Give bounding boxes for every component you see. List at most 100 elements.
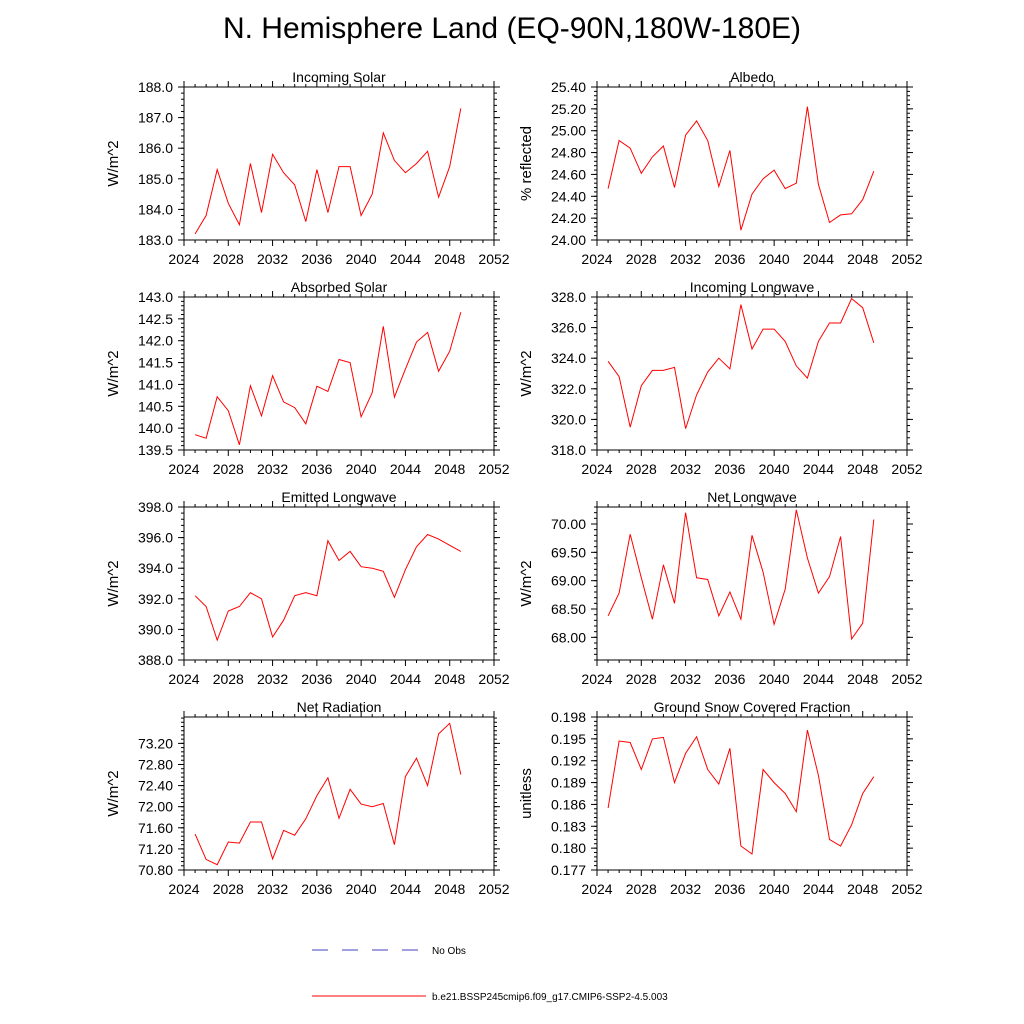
panel-title: Absorbed Solar <box>291 279 388 295</box>
x-tick-label: 2052 <box>891 671 922 687</box>
panel-ground-snow-covered-fraction: Ground Snow Covered Fraction unitless 2024… <box>518 699 923 897</box>
y-tick-label: 0.195 <box>551 731 586 747</box>
series-line <box>194 533 462 642</box>
x-tick-label: 2052 <box>478 671 509 687</box>
y-tick-label: 0.183 <box>551 818 586 834</box>
y-tick-label: 68.00 <box>551 629 586 645</box>
y-tick-label: 0.180 <box>551 840 586 856</box>
y-tick-label: 0.177 <box>551 862 586 878</box>
x-tick-label: 2028 <box>213 881 244 897</box>
y-tick-label: 318.0 <box>551 442 586 458</box>
x-tick-label: 2052 <box>478 461 509 477</box>
y-tick-label: 142.5 <box>138 311 173 327</box>
x-tick-label: 2028 <box>626 251 657 267</box>
y-tick-label: 70.00 <box>551 516 586 532</box>
panel-net-longwave: Net Longwave W/m^2 2024 2028 2032 2036 2040 204… <box>518 489 923 687</box>
y-axis-label: W/m^2 <box>518 350 535 396</box>
y-tick-label: 24.20 <box>551 210 586 226</box>
x-tick-label: 2024 <box>581 461 612 477</box>
y-tick-label: 188.0 <box>138 79 173 95</box>
x-tick-label: 2048 <box>847 251 878 267</box>
series-line <box>607 297 875 429</box>
x-tick-label: 2024 <box>168 251 199 267</box>
x-tick-label: 2048 <box>434 881 465 897</box>
plot-frame <box>183 716 495 871</box>
panel-title: Ground Snow Covered Fraction <box>654 699 851 715</box>
x-tick-label: 2044 <box>803 671 834 687</box>
plot-frame <box>183 296 495 451</box>
y-axis-label: W/m^2 <box>518 560 535 606</box>
y-tick-label: 0.192 <box>551 753 586 769</box>
x-tick-label: 2036 <box>714 251 745 267</box>
x-tick-label: 2024 <box>168 881 199 897</box>
x-tick-label: 2048 <box>434 251 465 267</box>
y-tick-label: 72.00 <box>138 799 173 815</box>
x-tick-label: 2032 <box>670 881 701 897</box>
series-line <box>607 729 875 855</box>
x-tick-label: 2052 <box>478 881 509 897</box>
x-tick-label: 2024 <box>581 881 612 897</box>
x-tick-label: 2044 <box>803 251 834 267</box>
panel-absorbed-solar: Absorbed Solar W/m^2 2024 2028 2032 2036 2040 2… <box>105 279 510 477</box>
x-tick-label: 2048 <box>847 671 878 687</box>
y-tick-label: 0.198 <box>551 709 586 725</box>
y-tick-label: 68.50 <box>551 601 586 617</box>
y-tick-label: 328.0 <box>551 289 586 305</box>
x-tick-label: 2036 <box>301 461 332 477</box>
x-tick-label: 2048 <box>847 881 878 897</box>
x-tick-label: 2044 <box>803 461 834 477</box>
y-tick-label: 143.0 <box>138 289 173 305</box>
y-tick-label: 326.0 <box>551 320 586 336</box>
x-tick-label: 2044 <box>803 881 834 897</box>
x-tick-label: 2028 <box>213 251 244 267</box>
x-tick-label: 2032 <box>257 461 288 477</box>
x-tick-label: 2024 <box>168 461 199 477</box>
y-tick-label: 24.40 <box>551 188 586 204</box>
x-tick-label: 2044 <box>390 671 421 687</box>
panel-title: Net Radiation <box>297 699 382 715</box>
x-tick-label: 2028 <box>213 671 244 687</box>
x-tick-label: 2028 <box>626 671 657 687</box>
x-tick-label: 2044 <box>390 881 421 897</box>
y-tick-label: 183.0 <box>138 232 173 248</box>
y-tick-label: 185.0 <box>138 171 173 187</box>
x-tick-label: 2040 <box>346 881 377 897</box>
y-tick-label: 141.0 <box>138 376 173 392</box>
x-tick-label: 2052 <box>891 251 922 267</box>
panels-group: Incoming Solar W/m^2 2024 2028 2032 2036 2040 2… <box>105 69 923 897</box>
x-tick-label: 2052 <box>891 461 922 477</box>
y-tick-label: 24.00 <box>551 232 586 248</box>
y-tick-label: 392.0 <box>138 591 173 607</box>
x-tick-label: 2052 <box>478 251 509 267</box>
x-tick-label: 2032 <box>257 671 288 687</box>
x-tick-label: 2048 <box>434 461 465 477</box>
panel-incoming-longwave: Incoming Longwave W/m^2 2024 2028 2032 2036 20… <box>518 279 923 477</box>
panel-net-radiation: Net Radiation W/m^2 2024 2028 2032 2036 2040 20… <box>105 699 510 897</box>
y-tick-label: 141.5 <box>138 355 173 371</box>
y-tick-label: 73.20 <box>138 735 173 751</box>
y-tick-label: 72.40 <box>138 778 173 794</box>
y-axis-label: % reflected <box>518 126 535 201</box>
x-tick-label: 2040 <box>759 881 790 897</box>
x-tick-label: 2032 <box>670 671 701 687</box>
x-tick-label: 2024 <box>581 671 612 687</box>
x-tick-label: 2036 <box>301 251 332 267</box>
x-tick-label: 2036 <box>301 881 332 897</box>
x-tick-label: 2040 <box>759 671 790 687</box>
y-axis-label: W/m^2 <box>105 350 122 396</box>
y-tick-label: 324.0 <box>551 350 586 366</box>
plot-frame <box>596 506 908 661</box>
y-tick-label: 140.0 <box>138 420 173 436</box>
y-tick-label: 139.5 <box>138 442 173 458</box>
y-tick-label: 25.00 <box>551 123 586 139</box>
plot-frame <box>183 506 495 661</box>
y-tick-label: 71.60 <box>138 820 173 836</box>
x-tick-label: 2040 <box>346 251 377 267</box>
y-tick-label: 69.50 <box>551 544 586 560</box>
x-tick-label: 2024 <box>581 251 612 267</box>
panel-emitted-longwave: Emitted Longwave W/m^2 2024 2028 2032 2036 204… <box>105 489 510 687</box>
y-tick-label: 187.0 <box>138 110 173 126</box>
x-tick-label: 2024 <box>168 671 199 687</box>
panel-title: Net Longwave <box>707 489 797 505</box>
